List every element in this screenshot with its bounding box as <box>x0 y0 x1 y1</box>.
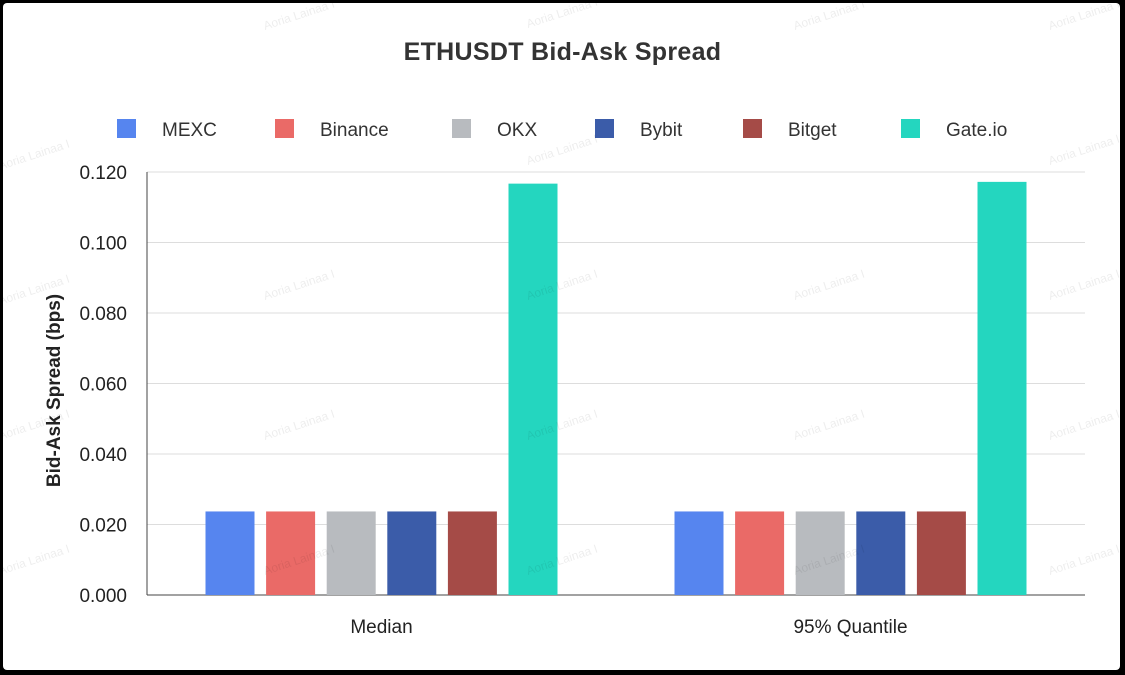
legend-swatch <box>452 119 471 138</box>
bar-mexc-0 <box>205 511 255 595</box>
y-tick-label: 0.060 <box>79 375 127 396</box>
watermark-text: Aoria Lainaa I <box>792 0 867 33</box>
bar-binance-0 <box>266 511 316 595</box>
y-tick-label: 0.000 <box>79 586 127 607</box>
bar-bybit-1 <box>856 511 906 595</box>
watermark-text: Aoria Lainaa I <box>0 542 71 578</box>
watermark-text: Aoria Lainaa I <box>792 407 867 443</box>
y-tick-label: 0.020 <box>79 516 127 537</box>
y-tick-label: 0.100 <box>79 234 127 255</box>
watermark-text: Aoria Lainaa I <box>792 267 867 303</box>
x-tick-label: 95% Quantile <box>793 617 907 638</box>
x-tick-label: Median <box>350 617 412 638</box>
y-tick-label: 0.080 <box>79 304 127 325</box>
watermark-text: Aoria Lainaa I <box>262 267 337 303</box>
legend-swatch <box>743 119 762 138</box>
watermark-text: Aoria Lainaa I <box>1047 407 1122 443</box>
legend-label: Gate.io <box>946 120 1007 141</box>
legend-swatch <box>901 119 920 138</box>
legend-label: Bitget <box>788 120 837 141</box>
chart-title: ETHUSDT Bid-Ask Spread <box>403 38 722 66</box>
bar-bitget-1 <box>916 511 966 595</box>
watermark-text: Aoria Lainaa I <box>1047 267 1122 303</box>
bar-okx-1 <box>795 511 845 595</box>
legend-swatch <box>117 119 136 138</box>
bar-bitget-0 <box>447 511 497 595</box>
y-axis-label: Bid-Ask Spread (bps) <box>44 294 65 487</box>
bar-gate-io-0 <box>508 183 558 595</box>
bar-mexc-1 <box>674 511 724 595</box>
watermark-text: Aoria Lainaa I <box>1047 0 1122 33</box>
bar-gate-io-1 <box>977 181 1027 595</box>
legend-label: Binance <box>320 120 389 141</box>
bar-bybit-0 <box>387 511 437 595</box>
watermark-text: Aoria Lainaa I <box>1047 542 1122 578</box>
legend-label: MEXC <box>162 120 217 141</box>
y-tick-label: 0.040 <box>79 445 127 466</box>
watermark-text: Aoria Lainaa I <box>1047 132 1122 168</box>
legend-label: OKX <box>497 120 537 141</box>
legend-label: Bybit <box>640 120 683 141</box>
watermark-text: Aoria Lainaa I <box>0 137 71 173</box>
watermark-text: Aoria Lainaa I <box>262 0 337 33</box>
y-tick-label: 0.120 <box>79 163 127 184</box>
watermark-text: Aoria Lainaa I <box>262 407 337 443</box>
legend-swatch <box>595 119 614 138</box>
bar-binance-1 <box>735 511 785 595</box>
bar-okx-0 <box>326 511 376 595</box>
watermark-text: Aoria Lainaa I <box>525 0 600 31</box>
legend-swatch <box>275 119 294 138</box>
